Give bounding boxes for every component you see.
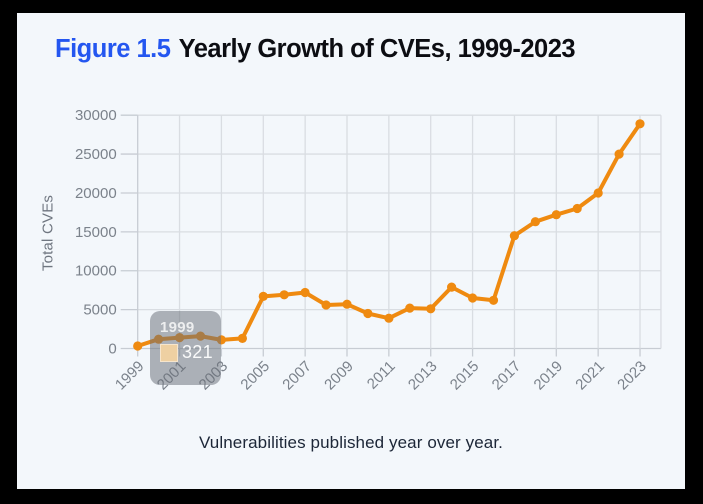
- x-axis-tick-label: 2015: [447, 358, 483, 394]
- y-axis-tick-label: 30000: [75, 107, 117, 124]
- data-point-2022[interactable]: [614, 149, 624, 159]
- x-axis-tick-label: 1999: [112, 358, 148, 394]
- x-axis-tick-label: 2023: [614, 358, 650, 394]
- data-point-2015[interactable]: [468, 293, 478, 303]
- data-point-2018[interactable]: [530, 217, 541, 227]
- data-point-2008[interactable]: [321, 300, 331, 310]
- page-title: Figure 1.5 Yearly Growth of CVEs, 1999-20…: [55, 35, 576, 64]
- data-point-2009[interactable]: [342, 299, 352, 309]
- x-axis-tick-label: 2007: [279, 358, 315, 394]
- data-point-2016[interactable]: [488, 295, 499, 305]
- tooltip: 1999 321: [150, 311, 221, 385]
- y-axis-tick-label: 15000: [75, 224, 117, 241]
- x-axis-tick-label: 2019: [531, 358, 567, 394]
- data-point-2021[interactable]: [593, 188, 603, 198]
- data-point-2007[interactable]: [300, 287, 310, 298]
- tooltip-row: 321: [160, 342, 221, 363]
- x-axis-tick-label: 2009: [321, 358, 357, 394]
- data-point-2013[interactable]: [426, 304, 436, 314]
- data-point-2020[interactable]: [572, 203, 582, 214]
- data-point-2005[interactable]: [258, 291, 268, 301]
- y-axis-tick-label: 25000: [75, 146, 117, 163]
- data-point-2006[interactable]: [279, 290, 289, 300]
- tooltip-title: 1999: [160, 319, 195, 336]
- data-point-2004[interactable]: [237, 333, 247, 343]
- data-point-2014[interactable]: [447, 282, 457, 292]
- y-axis-tick-label: 5000: [83, 302, 116, 319]
- tooltip-value: 321: [182, 342, 213, 362]
- cve-line-chart[interactable]: 0500010000150002000025000300001999200120…: [17, 13, 685, 489]
- x-axis-tick-label: 2011: [364, 358, 399, 393]
- data-point-2012[interactable]: [405, 303, 415, 313]
- x-axis-tick-label: 2013: [405, 358, 441, 394]
- y-axis-title: Total CVEs: [39, 194, 57, 272]
- data-point-2019[interactable]: [551, 210, 561, 220]
- figure-title-text: Yearly Growth of CVEs, 1999-2023: [178, 35, 576, 63]
- y-axis-tick-label: 10000: [75, 263, 117, 280]
- y-axis-tick-label: 20000: [75, 185, 117, 202]
- data-point-2023[interactable]: [635, 119, 645, 129]
- chart-caption: Vulnerabilities published year over year…: [199, 433, 503, 452]
- tooltip-color-swatch-icon: [160, 343, 178, 362]
- data-point-2017[interactable]: [509, 231, 519, 241]
- data-point-2010[interactable]: [363, 308, 373, 319]
- x-axis-tick-label: 2021: [572, 358, 608, 394]
- data-point-2011[interactable]: [384, 313, 394, 323]
- data-point-1999[interactable]: [133, 341, 143, 351]
- y-axis-tick-label: 0: [108, 341, 116, 358]
- x-axis-tick-label: 2005: [237, 358, 273, 394]
- figure-number-label: Figure 1.5: [55, 35, 171, 63]
- figure-panel: Figure 1.5 Yearly Growth of CVEs, 1999-20…: [17, 13, 685, 489]
- x-axis-tick-label: 2017: [489, 358, 525, 394]
